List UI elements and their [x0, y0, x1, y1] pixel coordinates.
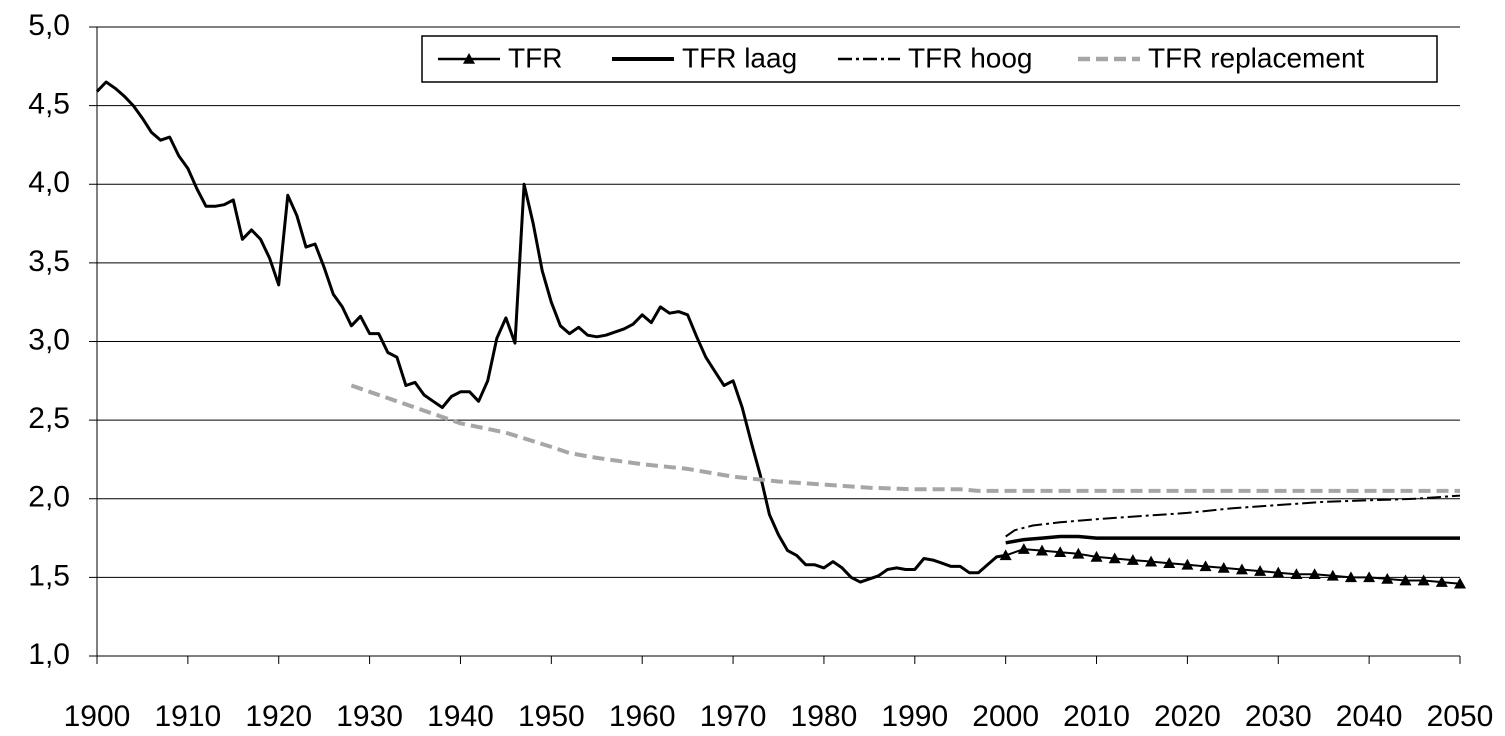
- marker: [1235, 563, 1248, 575]
- x-tick-label: 2020: [1154, 700, 1221, 733]
- marker: [1308, 568, 1321, 580]
- marker: [1090, 550, 1103, 562]
- marker: [1217, 561, 1230, 573]
- marker: [1126, 554, 1139, 565]
- y-tick-label: 4,5: [28, 88, 70, 121]
- observed-line: [95, 80, 1006, 584]
- x-tick-label: 2000: [972, 700, 1039, 733]
- series-line: [350, 383, 1460, 493]
- marker: [1181, 558, 1194, 570]
- x-tick-label: 1910: [154, 700, 221, 733]
- x-tick-label: 1980: [791, 700, 858, 733]
- legend-label: TFR: [508, 42, 562, 73]
- x-tick-label: 2010: [1063, 700, 1130, 733]
- y-tick-label: 5,0: [28, 9, 70, 42]
- y-tick-label: 2,5: [28, 402, 70, 435]
- series-line: [1005, 534, 1460, 545]
- series-line: [1005, 494, 1461, 538]
- x-tick-label: 1970: [700, 700, 767, 733]
- x-tick-label: 2050: [1427, 700, 1494, 733]
- y-tick-label: 4,0: [28, 166, 70, 199]
- marker: [1254, 565, 1267, 576]
- legend-label: TFR replacement: [1148, 42, 1365, 73]
- marker: [1381, 572, 1394, 584]
- marker: [1417, 574, 1430, 586]
- x-tick-label: 1990: [881, 700, 948, 733]
- y-tick-label: 3,0: [28, 323, 70, 356]
- marker: [1054, 546, 1067, 558]
- marker: [1290, 568, 1303, 580]
- x-tick-label: 2040: [1336, 700, 1403, 733]
- marker: [1163, 557, 1176, 569]
- marker: [999, 549, 1012, 561]
- y-tick-label: 3,5: [28, 245, 70, 278]
- marker: [1326, 569, 1339, 581]
- x-tick-label: 1960: [609, 700, 676, 733]
- marker: [1399, 574, 1412, 586]
- marker: [1072, 547, 1085, 559]
- series-line: [1005, 548, 1461, 585]
- marker: [1145, 555, 1158, 567]
- y-tick-label: 1,5: [28, 559, 70, 592]
- x-tick-label: 1900: [64, 700, 131, 733]
- marker: [1199, 560, 1212, 572]
- x-tick-label: 1920: [245, 700, 312, 733]
- y-tick-label: 1,0: [28, 638, 70, 671]
- marker: [1454, 577, 1466, 589]
- legend-marker: [463, 53, 475, 64]
- legend-box: [421, 35, 1438, 83]
- marker: [1435, 576, 1448, 587]
- marker: [1017, 543, 1030, 554]
- x-tick-label: 1940: [427, 700, 494, 733]
- y-tick-label: 2,0: [28, 481, 70, 514]
- legend-label: TFR laag: [682, 42, 797, 73]
- legend-label: TFR hoog: [908, 42, 1033, 73]
- legend: TFR TFR laag TFR hoog TFR replacement: [421, 35, 1438, 83]
- marker: [1036, 544, 1049, 556]
- marker: [1108, 552, 1121, 564]
- x-tick-label: 1930: [336, 700, 403, 733]
- marker: [1272, 566, 1285, 578]
- marker: [1363, 571, 1376, 583]
- marker: [1344, 571, 1357, 583]
- x-tick-label: 2030: [1245, 700, 1312, 733]
- x-tick-label: 1950: [518, 700, 585, 733]
